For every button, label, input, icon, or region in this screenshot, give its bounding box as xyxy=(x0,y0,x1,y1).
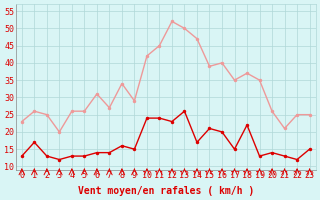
X-axis label: Vent moyen/en rafales ( km/h ): Vent moyen/en rafales ( km/h ) xyxy=(77,186,254,196)
